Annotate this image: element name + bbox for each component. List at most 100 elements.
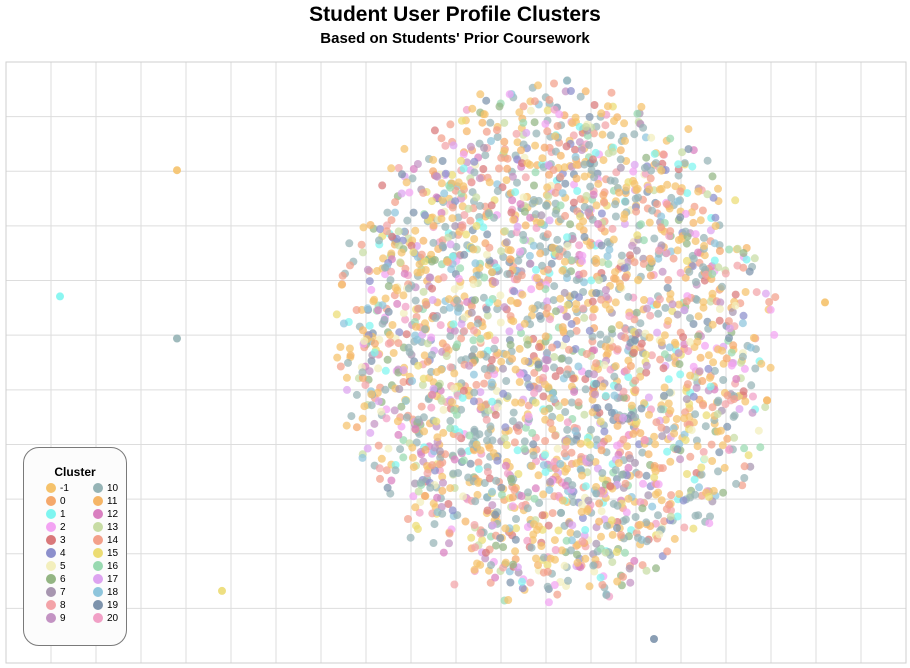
data-point (540, 380, 549, 389)
data-point (585, 113, 594, 121)
data-point (639, 123, 648, 132)
data-point (528, 304, 537, 313)
data-point (543, 183, 552, 192)
data-point (450, 406, 459, 415)
data-point (568, 521, 577, 530)
data-point (352, 423, 361, 432)
data-point (582, 191, 591, 200)
data-point (707, 440, 716, 449)
data-point (610, 372, 619, 381)
legend-label: -1 (60, 483, 69, 494)
data-point (733, 244, 742, 253)
data-point (631, 513, 640, 521)
data-point (733, 261, 742, 270)
data-point (691, 511, 700, 520)
data-point (523, 504, 532, 513)
data-point (686, 314, 694, 323)
data-point (443, 257, 451, 266)
data-point (377, 454, 386, 463)
data-point (469, 370, 478, 379)
data-point (636, 520, 645, 529)
data-point (459, 182, 468, 191)
data-point (708, 270, 717, 278)
data-point (700, 241, 709, 250)
data-point (517, 492, 526, 500)
data-point (509, 560, 518, 569)
data-point (492, 541, 500, 550)
data-point (505, 90, 514, 99)
data-point (543, 303, 552, 312)
data-point (414, 415, 423, 424)
data-point (337, 280, 346, 289)
data-point (659, 364, 668, 373)
data-point (567, 448, 576, 457)
data-point (625, 564, 634, 573)
data-point (676, 187, 685, 196)
data-point (402, 178, 411, 187)
data-point (513, 222, 522, 231)
data-point (531, 484, 540, 493)
data-point (407, 241, 416, 250)
data-point (637, 102, 646, 111)
data-point (714, 263, 723, 272)
legend-item: 15 (93, 547, 138, 560)
data-point (631, 413, 640, 422)
data-point (710, 256, 719, 265)
data-point (684, 347, 693, 356)
data-point (609, 235, 618, 244)
data-point (444, 500, 453, 508)
data-point (381, 366, 390, 375)
data-point (637, 339, 646, 348)
data-point (469, 280, 478, 289)
data-point (719, 376, 728, 384)
data-point (459, 386, 468, 395)
data-point (437, 396, 446, 405)
data-point (459, 164, 468, 173)
data-point (572, 326, 581, 335)
data-point (608, 147, 617, 156)
data-point (616, 146, 625, 155)
data-point (745, 267, 754, 276)
data-point (696, 216, 705, 225)
data-point (506, 578, 515, 587)
data-point (479, 293, 488, 302)
data-point (438, 196, 447, 205)
data-point (740, 444, 749, 453)
data-point (594, 220, 603, 228)
data-point (506, 340, 515, 349)
data-point (761, 289, 770, 298)
data-point (684, 125, 693, 134)
data-point (490, 344, 499, 353)
data-point (686, 338, 695, 346)
data-point (651, 467, 660, 476)
data-point (379, 254, 388, 263)
data-point (590, 370, 598, 379)
data-point (446, 484, 455, 493)
data-point (715, 247, 724, 255)
data-point (567, 398, 576, 407)
data-point (530, 181, 538, 190)
data-point (419, 287, 428, 296)
data-point (581, 87, 590, 96)
data-point (660, 350, 669, 359)
data-point (746, 462, 755, 471)
data-point (342, 421, 351, 430)
data-point (611, 274, 620, 283)
data-point (763, 396, 771, 405)
data-point (632, 186, 641, 194)
data-point (344, 358, 352, 367)
data-point (693, 295, 701, 304)
data-point (657, 338, 666, 347)
data-point (685, 267, 694, 276)
data-point (476, 334, 485, 343)
data-point (359, 248, 367, 257)
data-point (697, 470, 706, 479)
data-point (523, 340, 532, 349)
data-point (541, 468, 550, 476)
data-point (739, 387, 748, 396)
data-point (387, 476, 396, 485)
legend-swatch (46, 548, 56, 558)
data-point (360, 337, 369, 345)
data-point (502, 377, 511, 385)
data-point (346, 261, 354, 270)
